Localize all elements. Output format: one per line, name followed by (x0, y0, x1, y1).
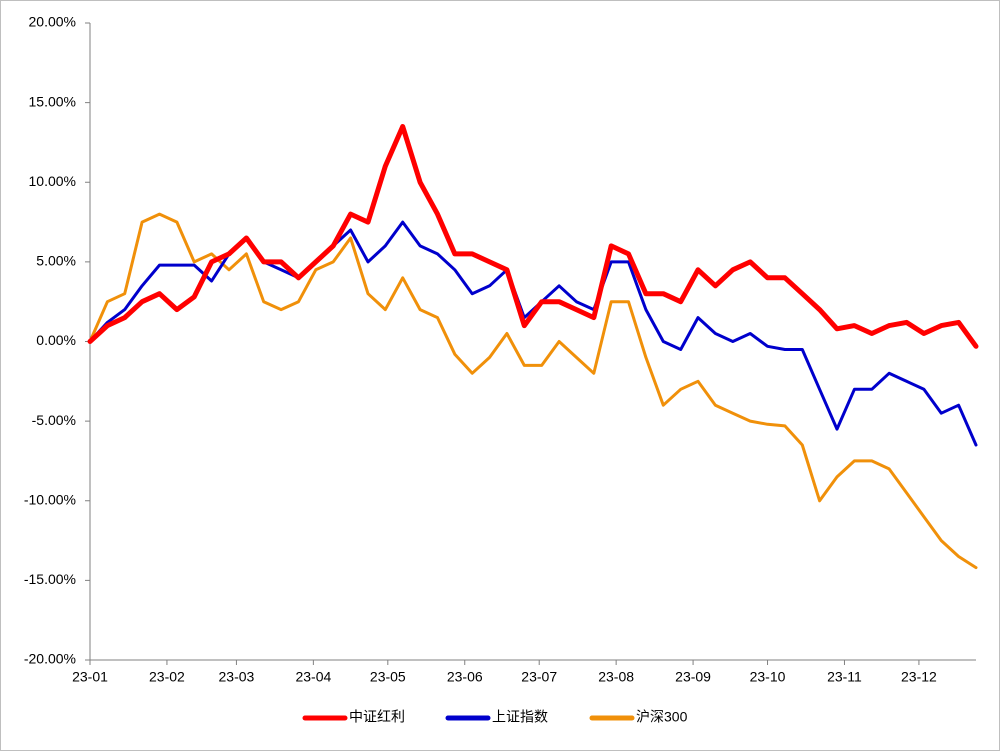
x-tick-label: 23-10 (750, 669, 786, 685)
y-tick-label: -20.00% (24, 651, 76, 667)
legend-label: 上证指数 (492, 709, 548, 725)
series-line (87, 124, 979, 349)
x-tick-label: 23-02 (149, 669, 185, 685)
x-tick-label: 23-06 (447, 669, 483, 685)
y-tick-label: -15.00% (24, 571, 76, 587)
x-tick-label: 23-09 (675, 669, 711, 685)
x-tick-label: 23-08 (598, 669, 634, 685)
legend-label: 沪深300 (636, 709, 688, 725)
y-tick-label: 0.00% (36, 332, 76, 348)
x-tick-label: 23-12 (901, 669, 937, 685)
x-tick-label: 23-04 (295, 669, 331, 685)
x-tick-label: 23-05 (370, 669, 406, 685)
x-tick-label: 23-01 (72, 669, 108, 685)
y-tick-label: -5.00% (32, 412, 76, 428)
x-tick-label: 23-07 (521, 669, 557, 685)
series-line (88, 212, 978, 570)
legend-label: 中证红利 (349, 709, 405, 725)
y-tick-label: 5.00% (36, 253, 76, 269)
x-tick-label: 23-11 (827, 669, 862, 685)
y-tick-label: 10.00% (29, 173, 76, 189)
x-tick-label: 23-03 (219, 669, 255, 685)
y-tick-label: -10.00% (24, 491, 76, 507)
y-tick-label: 20.00% (29, 14, 76, 30)
y-tick-label: 15.00% (29, 93, 76, 109)
